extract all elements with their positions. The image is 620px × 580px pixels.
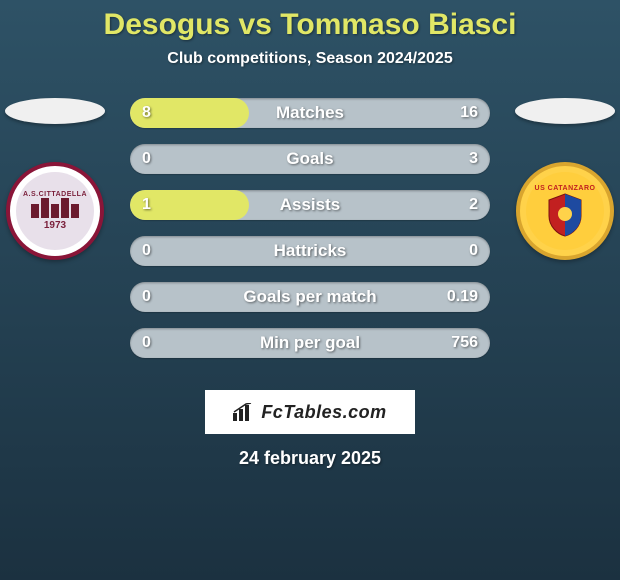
stat-label: Goals per match <box>130 282 490 312</box>
player-right-crest-inner: US CATANZARO <box>526 172 604 250</box>
player-right-crest: US CATANZARO <box>516 162 614 260</box>
player-right-photo-pill <box>515 98 615 124</box>
player-left-crest: A.S.CITTADELLA 1973 <box>6 162 104 260</box>
player-left-crest-inner: A.S.CITTADELLA 1973 <box>16 172 94 250</box>
shield-icon <box>545 192 585 238</box>
stat-label: Min per goal <box>130 328 490 358</box>
title: Desogus vs Tommaso Biasci <box>0 0 620 42</box>
comparison-card: Desogus vs Tommaso Biasci Club competiti… <box>0 0 620 580</box>
stat-label: Hattricks <box>130 236 490 266</box>
player-right-crest-text: US CATANZARO <box>535 185 596 192</box>
player-left-crest-text: A.S.CITTADELLA <box>23 191 87 198</box>
subtitle: Club competitions, Season 2024/2025 <box>0 50 620 68</box>
stat-label: Goals <box>130 144 490 174</box>
player-left-crest-year: 1973 <box>44 220 66 231</box>
branding-badge: FcTables.com <box>205 390 415 434</box>
stat-row: 816Matches <box>130 98 490 128</box>
stat-row: 0756Min per goal <box>130 328 490 358</box>
date-text: 24 february 2025 <box>0 448 620 469</box>
player-left-photo-pill <box>5 98 105 124</box>
stat-label: Matches <box>130 98 490 128</box>
branding-text: FcTables.com <box>261 402 386 423</box>
stat-row: 00Hattricks <box>130 236 490 266</box>
castle-icon <box>31 198 79 218</box>
player-right-column: US CATANZARO <box>510 98 620 260</box>
stat-row: 00.19Goals per match <box>130 282 490 312</box>
stat-label: Assists <box>130 190 490 220</box>
player-left-column: A.S.CITTADELLA 1973 <box>0 98 110 260</box>
stat-row: 12Assists <box>130 190 490 220</box>
bars-logo-icon <box>233 403 255 421</box>
stat-row: 03Goals <box>130 144 490 174</box>
content-area: A.S.CITTADELLA 1973 US CATANZARO <box>0 98 620 378</box>
stat-bars: 816Matches 03Goals 12Assists 00Hattricks 00.… <box>130 98 490 374</box>
